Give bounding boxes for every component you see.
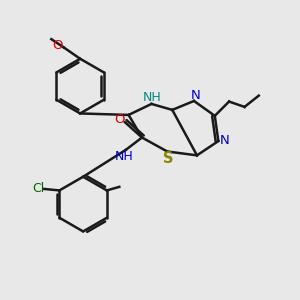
Text: NH: NH (115, 150, 134, 163)
Text: Cl: Cl (32, 182, 45, 194)
Text: O: O (52, 39, 62, 52)
Text: N: N (190, 88, 200, 101)
Text: S: S (163, 151, 173, 166)
Text: O: O (114, 112, 124, 126)
Text: N: N (220, 134, 230, 147)
Text: NH: NH (143, 91, 161, 104)
